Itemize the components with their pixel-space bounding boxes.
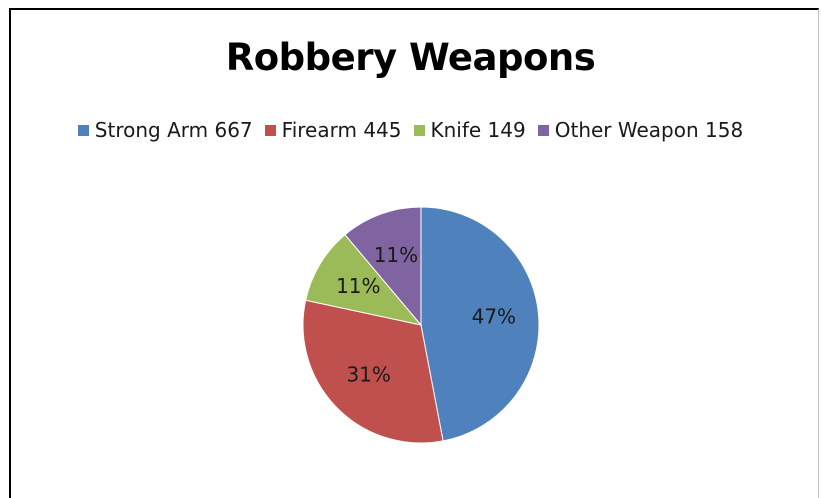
legend-swatch-knife — [413, 124, 425, 136]
legend-label-firearm: Firearm 445 — [281, 118, 402, 142]
slice-label-strong-arm: 47% — [472, 305, 516, 329]
legend-label-knife: Knife 149 — [430, 118, 526, 142]
pie-slice-other-weapon — [344, 206, 422, 327]
legend-swatch-firearm — [264, 124, 276, 136]
legend: Strong Arm 667 Firearm 445 Knife 149 Oth… — [0, 118, 821, 142]
slice-label-other-weapon: 11% — [374, 243, 418, 267]
legend-label-strong-arm: Strong Arm 667 — [94, 118, 253, 142]
legend-item-knife: Knife 149 — [413, 118, 526, 142]
slice-label-knife: 11% — [336, 274, 380, 298]
legend-swatch-strong-arm — [77, 124, 89, 136]
legend-item-other-weapon: Other Weapon 158 — [537, 118, 744, 142]
slice-label-firearm: 31% — [346, 363, 390, 387]
legend-label-other-weapon: Other Weapon 158 — [554, 118, 744, 142]
pie-slice-knife — [305, 234, 423, 326]
chart-title: Robbery Weapons — [225, 36, 596, 79]
legend-item-strong-arm: Strong Arm 667 — [77, 118, 253, 142]
legend-swatch-other-weapon — [537, 124, 549, 136]
pie-slice-firearm — [302, 299, 444, 444]
pie-slice-strong-arm — [420, 206, 540, 442]
legend-item-firearm: Firearm 445 — [264, 118, 402, 142]
